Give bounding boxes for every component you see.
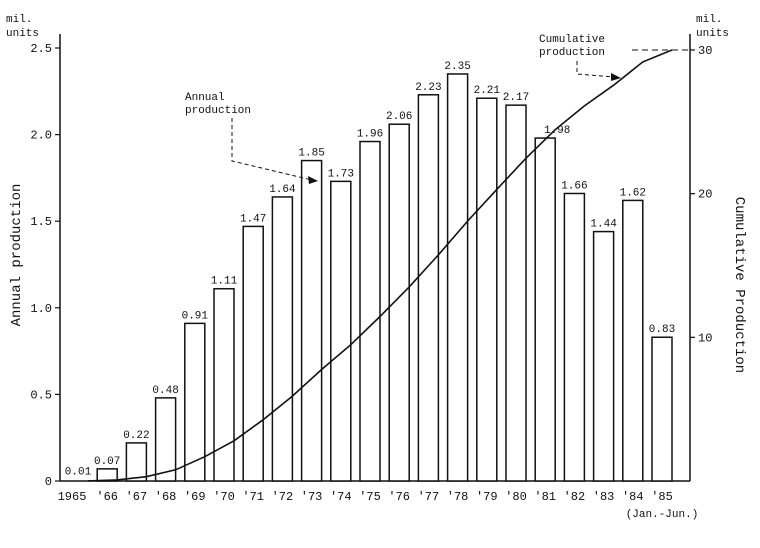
x-tick-label: '85 — [651, 490, 673, 504]
x-axis-note: (Jan.-Jun.) — [626, 509, 699, 521]
bar-value-label: 1.96 — [357, 129, 383, 141]
bar-value-label: 1.85 — [298, 148, 324, 160]
bar — [651, 336, 673, 482]
left-axis-ticks: 0 0.5 1.0 1.5 2.0 2.5 — [30, 42, 60, 489]
x-tick-label: '71 — [242, 490, 264, 504]
bar — [476, 97, 498, 482]
bar — [96, 468, 118, 482]
left-tick-label: 0 — [45, 475, 52, 489]
annotation-cumulative-leader — [576, 61, 615, 78]
bar — [242, 225, 264, 482]
bar-value-label: 1.47 — [240, 213, 266, 225]
left-tick-label: 1.0 — [30, 302, 52, 316]
annotation-cumulative-text-2: production — [539, 47, 605, 59]
annotation-cumulative-production: Cumulative production — [539, 34, 688, 81]
annotation-annual-production: Annual production — [185, 92, 318, 184]
left-tick-label: 2.5 — [30, 42, 52, 56]
arrow-icon — [611, 73, 621, 81]
x-tick-label: '82 — [564, 490, 586, 504]
x-tick-label: '81 — [534, 490, 556, 504]
bar — [446, 73, 469, 482]
x-tick-label: '80 — [505, 490, 527, 504]
left-tick-label: 2.0 — [30, 129, 52, 143]
bar — [154, 397, 177, 482]
x-tick-label: '83 — [593, 490, 615, 504]
bar-value-label: 1.44 — [590, 219, 617, 231]
bar — [330, 180, 352, 482]
x-tick-label: '69 — [184, 490, 206, 504]
right-axis-title: Cumulative Production — [731, 197, 747, 373]
bar — [534, 137, 556, 482]
bar — [622, 199, 644, 482]
left-axis-title: Annual production — [9, 184, 25, 327]
bar — [125, 442, 148, 482]
bar-value-label: 0.22 — [123, 430, 149, 442]
bar-value-label: 2.35 — [444, 61, 470, 73]
right-unit-label: mil. — [696, 14, 722, 26]
bar-value-label: 1.62 — [620, 187, 646, 199]
bar-value-label: 1.66 — [561, 180, 587, 192]
x-tick-label: '78 — [447, 490, 469, 504]
bar — [184, 322, 206, 482]
bar — [417, 94, 440, 482]
x-tick-label: '70 — [213, 490, 235, 504]
bar — [505, 104, 527, 482]
bar-value-label: 0.07 — [94, 456, 120, 468]
annotation-annual-text-1: Annual — [185, 92, 225, 104]
left-tick-label: 1.5 — [30, 215, 52, 229]
bar-value-label: 1.11 — [211, 276, 238, 288]
right-tick-label: 10 — [698, 331, 712, 345]
arrow-icon — [308, 176, 318, 184]
bar-value-label: 1.64 — [269, 184, 296, 196]
right-tick-label: 20 — [698, 188, 712, 202]
bar — [359, 140, 381, 482]
bar-value-label: 2.23 — [415, 82, 441, 94]
bar-value-label: 0.91 — [182, 310, 209, 322]
bar-value-label: 0.83 — [649, 324, 675, 336]
bar-series-annual-production: 0.010.07 0.22 0.48 0.91 1.11 1.47 1.64 1.85 1.73… — [65, 61, 675, 482]
annotation-annual-leader — [231, 118, 313, 181]
x-tick-label: '67 — [126, 490, 148, 504]
left-tick-label: 0.5 — [30, 388, 52, 402]
x-tick-label: '66 — [96, 490, 118, 504]
x-axis-labels: 1965 '66 '67 '68 '69 '70 '71 '72 '73 '74 '75 '76 '77… — [58, 490, 673, 504]
annotation-cumulative-text-1: Cumulative — [539, 34, 605, 46]
bar — [213, 287, 235, 482]
x-tick-label: '74 — [330, 490, 352, 504]
bar — [592, 230, 615, 482]
x-tick-label: '72 — [272, 490, 294, 504]
bar — [271, 196, 294, 482]
x-tick-label: '77 — [418, 490, 440, 504]
x-tick-label: '68 — [155, 490, 177, 504]
x-tick-label: '79 — [476, 490, 498, 504]
bar-value-label: 2.17 — [503, 92, 529, 104]
bar-value-label: 2.21 — [474, 85, 501, 97]
left-unit-label-2: units — [6, 28, 39, 40]
right-axis-ticks: 10 20 30 — [690, 44, 712, 345]
annotation-annual-text-2: production — [185, 105, 251, 117]
right-unit-label-2: units — [696, 28, 729, 40]
bar — [300, 159, 323, 482]
bar-value-label: 2.06 — [386, 111, 412, 123]
left-unit-label: mil. — [6, 14, 32, 26]
x-tick-label: '76 — [388, 490, 410, 504]
x-tick-label: '84 — [622, 490, 644, 504]
bar-value-label: 0.01 — [65, 466, 92, 478]
bar — [388, 123, 410, 482]
bar-value-label: 1.73 — [328, 168, 354, 180]
x-tick-label: 1965 — [58, 490, 87, 504]
bar-value-label: 1.98 — [544, 125, 570, 137]
line-series-cumulative-production — [87, 49, 673, 482]
x-tick-label: '73 — [301, 490, 323, 504]
right-tick-label: 30 — [698, 44, 712, 58]
bar-value-label: 0.48 — [152, 385, 178, 397]
x-tick-label: '75 — [359, 490, 381, 504]
bar — [563, 192, 586, 482]
